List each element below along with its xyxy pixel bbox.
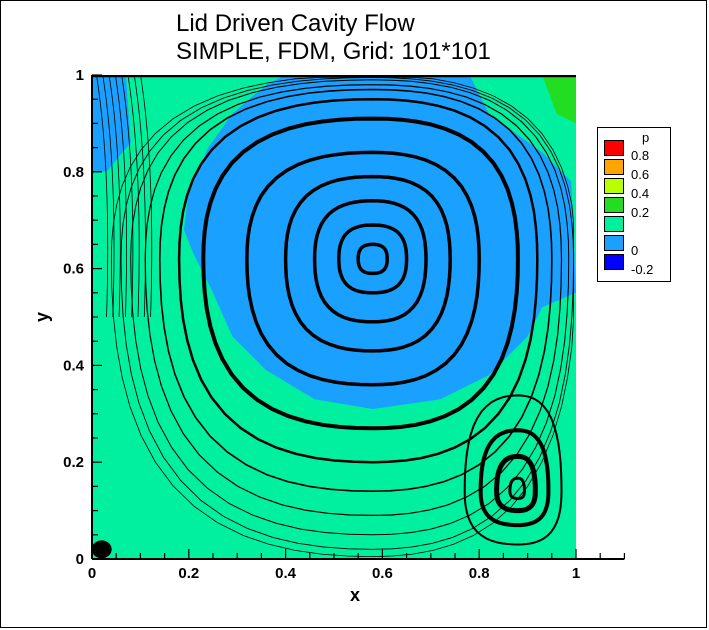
streamline-primary-2 (312, 199, 428, 324)
pressure-region-low (184, 75, 576, 409)
streamline-corner-vortex (92, 540, 112, 559)
axes: 0 0.2 0.4 0.6 0.8 1 0 0.2 0.4 0.6 0.8 1 (63, 67, 626, 582)
streamline-left-5 (127, 77, 140, 318)
streamlines (92, 75, 576, 559)
legend-item: 0.2 (604, 197, 668, 221)
pressure-region-low-corner (92, 75, 131, 172)
legend: p 0.8 0.6 0.4 0.2 0 -0.2 (597, 127, 671, 282)
y-tick-label: 0.2 (63, 454, 84, 471)
legend-label: 0.2 (631, 205, 650, 220)
legend-swatch (604, 216, 624, 232)
streamline-primary-10 (120, 76, 575, 550)
x-tick-label: 1 (572, 565, 580, 582)
pressure-field (92, 75, 576, 559)
streamline-primary-7 (158, 88, 553, 493)
streamline-secondary-1 (494, 453, 538, 514)
legend-item: 0 (604, 235, 668, 259)
streamline-primary-4 (245, 150, 481, 387)
y-tick-label: 0.6 (63, 261, 84, 278)
legend-item: 0.8 (604, 140, 668, 164)
y-tick-label: 0.8 (63, 164, 84, 181)
legend-swatch (604, 254, 624, 270)
x-axis-label: x (350, 585, 360, 605)
legend-item: 0.4 (604, 178, 668, 202)
streamline-primary-1 (337, 223, 409, 295)
legend-label: 0.8 (631, 148, 650, 163)
streamline-secondary-3 (463, 394, 563, 546)
streamline-primary-3 (283, 174, 452, 353)
x-tick-label: 0.6 (372, 565, 393, 582)
legend-item: -0.2 (604, 254, 668, 278)
x-tick-label: 0.4 (275, 565, 297, 582)
chart-title: Lid Driven Cavity Flow (176, 10, 415, 37)
streamline-left-3 (115, 77, 128, 318)
legend-swatch (604, 159, 624, 175)
chart-subtitle: SIMPLE, FDM, Grid: 101*101 (176, 38, 491, 65)
streamline-left-1 (102, 77, 115, 318)
legend-swatch (604, 140, 624, 156)
y-tick-label: 0.4 (63, 357, 85, 374)
streamline-primary-0 (356, 242, 389, 276)
streamline-primary-6 (177, 97, 539, 464)
streamline-primary-11 (110, 77, 574, 558)
pressure-region-high (542, 75, 576, 124)
legend-label: 0 (631, 243, 639, 258)
streamline-secondary-0 (508, 476, 527, 500)
legend-title: p (642, 130, 650, 145)
streamline-left-7 (140, 77, 153, 318)
streamline-left-2 (109, 77, 121, 318)
streamline-primary-9 (130, 79, 570, 536)
legend-label: 0.4 (631, 186, 650, 201)
streamline-left-0 (96, 77, 109, 318)
legend-swatch (604, 235, 624, 251)
y-tick-label: 0 (76, 551, 84, 568)
legend-swatch (604, 178, 624, 194)
legend-item (604, 216, 668, 240)
streamline-secondary-2 (478, 428, 551, 528)
streamline-left-4 (121, 77, 134, 318)
y-axis-label: y (32, 312, 52, 322)
x-tick-label: 0.8 (469, 565, 490, 582)
legend-swatch (604, 197, 624, 213)
x-tick-label: 0 (88, 565, 96, 582)
legend-item: 0.6 (604, 159, 668, 183)
y-tick-label: 1 (76, 67, 84, 84)
legend-label: -0.2 (631, 262, 654, 277)
legend-label: 0.6 (631, 167, 650, 182)
streamline-left-6 (134, 77, 146, 318)
chart-title-block: Lid Driven Cavity Flow SIMPLE, FDM, Grid… (176, 10, 491, 66)
streamline-primary-5 (201, 116, 520, 431)
x-tick-label: 0.2 (178, 565, 199, 582)
